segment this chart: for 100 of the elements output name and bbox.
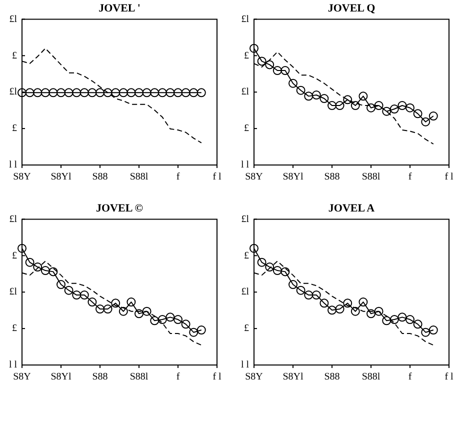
point — [304, 92, 314, 101]
text: £ — [244, 250, 249, 262]
point — [421, 117, 430, 126]
point — [406, 103, 414, 112]
point — [265, 262, 274, 272]
point — [328, 306, 336, 315]
text: £l — [241, 86, 250, 98]
text: £ — [244, 323, 249, 334]
chart-title: JOVEL © — [96, 202, 144, 214]
point — [366, 103, 376, 112]
text: £l — [241, 286, 250, 298]
x-tick-label: S8Yl — [50, 372, 72, 383]
text: £l — [241, 214, 250, 225]
x-tick-label: S8Yl — [282, 372, 304, 383]
x-tick-label: S88l — [130, 372, 148, 383]
point — [343, 298, 352, 308]
point — [174, 315, 182, 324]
point — [25, 258, 34, 267]
x-tick-label: S8Y — [245, 372, 263, 383]
point — [40, 266, 50, 276]
point — [328, 101, 336, 110]
x-tick-label: f l — [212, 372, 222, 383]
point — [421, 328, 430, 337]
point — [358, 92, 368, 101]
point — [257, 258, 266, 267]
point — [288, 280, 298, 290]
point — [358, 298, 368, 307]
point — [320, 298, 329, 308]
x-tick-label: S88l — [130, 172, 148, 183]
x-tick-label: S88 — [324, 172, 340, 183]
x-tick-label: f — [176, 372, 180, 383]
text: £ — [244, 50, 249, 62]
point — [428, 112, 438, 121]
text: l l — [8, 160, 18, 171]
text: £l — [9, 214, 18, 225]
text: £l — [9, 286, 18, 298]
text: £ — [12, 250, 17, 262]
point — [413, 320, 422, 329]
text: £ — [12, 123, 17, 134]
x-tick-label: S88 — [324, 372, 340, 383]
point — [96, 304, 104, 314]
x-tick-label: S88l — [362, 172, 380, 183]
point — [390, 315, 399, 324]
point — [56, 280, 66, 290]
text: £ — [12, 323, 17, 334]
point — [33, 262, 42, 272]
point — [126, 298, 136, 307]
point — [64, 286, 74, 295]
point — [374, 101, 384, 110]
point — [189, 328, 198, 337]
point — [72, 290, 82, 300]
text: £l — [9, 14, 18, 25]
point — [111, 298, 120, 308]
point — [288, 78, 298, 88]
text: £l — [9, 86, 18, 98]
point — [382, 316, 392, 326]
text: l l — [8, 360, 18, 371]
point — [181, 320, 190, 329]
x-tick-label: S8Y — [13, 172, 31, 183]
point — [280, 66, 290, 76]
point — [304, 290, 314, 300]
text: £ — [244, 123, 249, 134]
x-tick-label: S8Y — [245, 172, 263, 183]
point — [350, 306, 360, 316]
x-tick-label: f l — [444, 172, 454, 183]
x-tick-label: S88l — [362, 372, 380, 383]
point — [48, 267, 58, 276]
point — [343, 95, 352, 104]
chart-title: JOVEL A — [328, 202, 375, 214]
point — [250, 44, 258, 53]
point — [366, 309, 376, 318]
point — [118, 306, 128, 316]
point — [428, 326, 438, 335]
point — [272, 66, 282, 76]
text: £ — [12, 50, 17, 62]
x-tick-label: f — [408, 172, 412, 183]
x-tick-label: f l — [444, 372, 454, 383]
point — [296, 86, 306, 95]
text: £l — [241, 14, 250, 25]
point — [18, 244, 26, 253]
point — [196, 326, 206, 335]
x-tick-label: f — [176, 172, 180, 183]
point — [265, 60, 274, 70]
point — [406, 315, 414, 324]
point — [413, 109, 422, 118]
point — [398, 101, 407, 110]
point — [312, 290, 321, 300]
x-tick-label: f l — [212, 172, 222, 183]
x-tick-label: S88 — [92, 372, 108, 383]
x-tick-label: S8Yl — [282, 172, 304, 183]
point — [134, 309, 144, 318]
point — [142, 306, 152, 316]
point — [335, 304, 344, 314]
point — [250, 244, 258, 253]
chart-title: JOVEL Q — [328, 2, 376, 14]
point — [166, 312, 175, 322]
point — [272, 266, 282, 276]
x-tick-label: f — [408, 372, 412, 383]
point — [158, 315, 167, 324]
text: l l — [240, 160, 250, 171]
